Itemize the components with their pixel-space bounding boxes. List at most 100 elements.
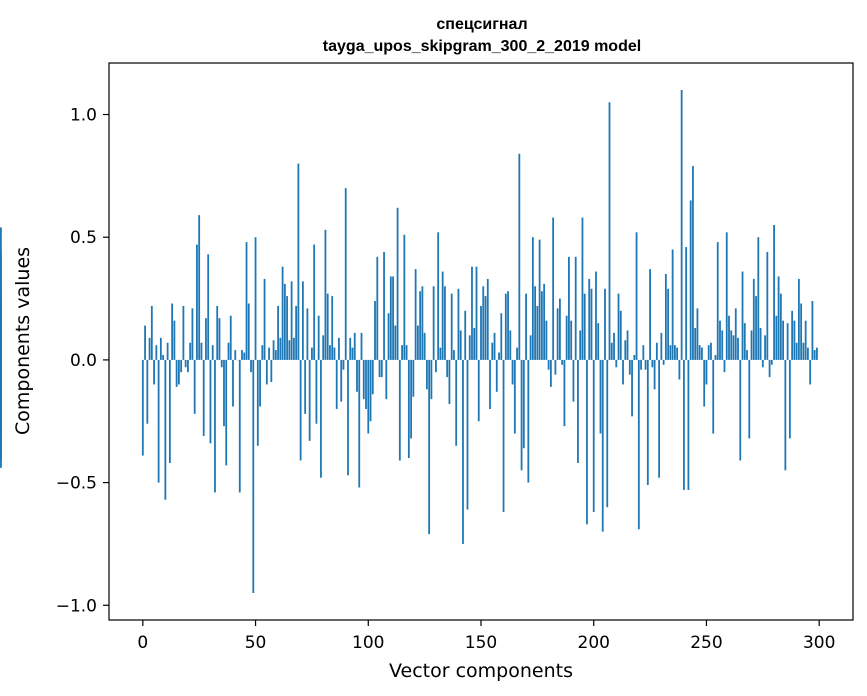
bar-13 [171,303,174,360]
bar-69 [297,163,300,360]
bar-280 [773,224,775,360]
bar-57 [270,359,273,382]
bar-77 [315,359,318,424]
bar-290 [795,342,798,360]
bar-200 [592,359,595,513]
y-tick-label: −1.0 [56,596,97,616]
bar-154 [489,359,491,409]
bar-229 [658,359,661,478]
bar-211 [617,293,620,360]
bar-30 [209,359,212,444]
bar-78 [317,315,320,360]
bar-157 [495,359,498,392]
bar-8 [159,337,162,360]
bar-288 [791,310,794,360]
bar-216 [628,359,631,375]
bar-86 [335,359,338,409]
bar-202 [597,323,600,360]
bar-220 [637,359,640,530]
bar-239 [680,89,683,360]
bar-110 [389,276,392,360]
bar-224 [646,359,649,486]
bar-115 [401,345,403,360]
bar-43 [238,359,241,493]
bar-68 [295,305,298,360]
y-tick-label: −0.5 [56,474,97,494]
bar-100 [367,359,370,434]
bar-193 [577,359,579,463]
bar-233 [667,288,670,360]
bar-undefined [0,227,2,360]
bar-159 [500,313,503,360]
bar-70 [299,359,302,461]
bar-188 [565,315,568,360]
bar-117 [405,345,408,360]
bar-105 [378,359,381,378]
bar-29 [207,254,210,360]
bar-267 [743,323,746,360]
bar-250 [705,359,708,385]
bar-264 [737,337,739,360]
bar-113 [396,207,399,360]
bar-181 [549,359,552,387]
bar-32 [214,359,216,493]
bar-128 [430,359,433,400]
bar-265 [739,359,742,461]
bar-147 [473,328,476,360]
bar-130 [435,359,437,373]
bar-56 [268,347,270,360]
bar-31 [211,345,214,360]
x-tick-label: 300 [803,633,835,653]
bar-183 [554,359,557,375]
bar-291 [797,278,800,360]
bar-161 [504,293,507,360]
bar-242 [687,359,690,490]
bar-121 [414,269,417,360]
bar-180 [547,359,550,370]
bar-231 [662,359,665,365]
bar-194 [579,330,582,360]
bar-11 [166,342,169,360]
bar-173 [531,237,534,360]
x-axis-label: Vector components [389,660,573,682]
bar-141 [459,330,462,360]
bar-144 [466,359,469,510]
bar-127 [428,359,431,535]
bar-50 [254,237,257,360]
bar-5 [153,359,155,385]
bar-79 [320,359,322,478]
bar-24 [196,244,198,360]
bar-82 [326,293,329,360]
x-tick-label: 150 [465,633,497,653]
bar-27 [202,359,205,436]
bar-236 [673,345,676,360]
bar-190 [570,320,573,360]
bar-207 [608,102,611,360]
bar-254 [714,355,717,360]
bar-99 [365,359,367,409]
bar-10 [164,359,167,500]
bar-21 [189,342,192,360]
bar-4 [150,305,153,360]
bar-282 [777,276,780,360]
bar-108 [385,359,388,400]
bar-206 [606,359,609,508]
bar-116 [403,234,406,360]
bar-171 [527,359,530,483]
x-tick-label: 200 [578,633,610,653]
bar-298 [813,350,816,360]
bar-98 [362,359,365,400]
bar-295 [807,347,809,360]
bar-182 [552,217,555,360]
bar-106 [380,359,383,378]
bar-112 [394,325,397,360]
bar-134 [444,286,446,360]
bar-35 [220,359,223,368]
bar-289 [793,320,796,360]
bar-158 [498,352,500,360]
bar-167 [518,153,521,360]
bar-272 [755,296,757,360]
y-tick-label: 0.5 [70,228,97,248]
bar-166 [516,347,518,360]
bar-137 [450,293,453,360]
